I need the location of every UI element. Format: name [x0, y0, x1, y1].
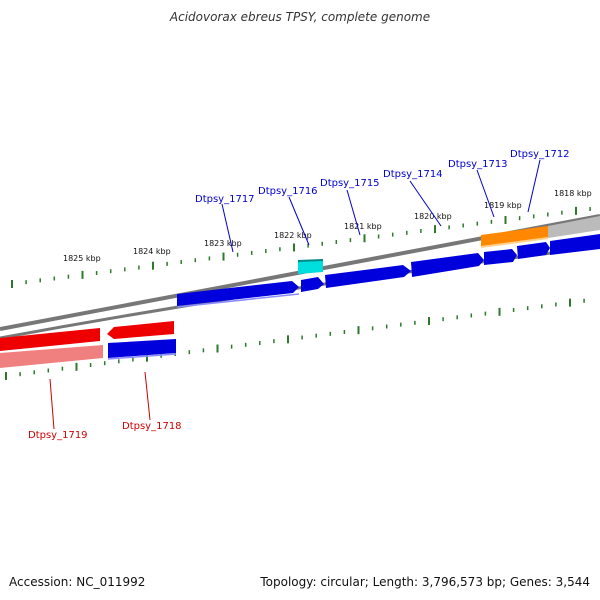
gene-rna-1822[interactable]	[298, 260, 323, 274]
gene-reverse-1[interactable]	[107, 321, 174, 339]
gene-label-dtpsy1717[interactable]: Dtpsy_1717	[195, 194, 255, 205]
gene-dtpsy1712-edge	[480, 237, 549, 248]
forward-genes-shadow	[176, 293, 300, 308]
gene-dtpsy1717[interactable]	[177, 281, 299, 306]
gene-label-dtpsy1714[interactable]: Dtpsy_1714	[383, 169, 443, 180]
gene-dtpsy1714[interactable]	[484, 249, 517, 265]
scale-label-1821: 1821 kbp	[344, 222, 382, 231]
gene-reverse-faded[interactable]	[0, 345, 103, 368]
scale-label-1825: 1825 kbp	[63, 254, 101, 263]
gene-label-dtpsy1713[interactable]: Dtpsy_1713	[448, 159, 508, 170]
gene-label-dtpsy1719[interactable]: Dtpsy_1719	[28, 430, 88, 441]
scale-label-1823: 1823 kbp	[204, 239, 242, 248]
gene-label-dtpsy1715[interactable]: Dtpsy_1715	[320, 178, 380, 189]
gene-label-dtpsy1718[interactable]: Dtpsy_1718	[122, 421, 182, 432]
gene-label-leaders	[49, 159, 541, 430]
scale-label-1819: 1819 kbp	[484, 201, 522, 210]
upper-tick-track	[11, 206, 591, 288]
gene-label-dtpsy1712[interactable]: Dtpsy_1712	[510, 149, 570, 160]
lower-tick-track	[5, 298, 585, 380]
gene-forward-1821[interactable]	[325, 265, 411, 288]
gene-dtpsy1716[interactable]	[301, 277, 324, 292]
scale-label-1818: 1818 kbp	[554, 189, 592, 198]
scale-label-1820: 1820 kbp	[414, 212, 452, 221]
gene-dtpsy1713[interactable]	[517, 242, 550, 259]
topology-text: Topology: circular; Length: 3,796,573 bp…	[260, 575, 590, 589]
gene-dtpsy1718-edge	[107, 353, 177, 360]
gene-dtpsy1712[interactable]	[481, 226, 548, 247]
gene-grey-feature[interactable]	[548, 216, 600, 238]
gene-forward-1[interactable]	[550, 234, 600, 255]
gene-dtpsy1715[interactable]	[411, 253, 484, 277]
accession-text: Accession: NC_011992	[9, 575, 146, 589]
scale-label-1822: 1822 kbp	[274, 231, 312, 240]
gene-label-dtpsy1716[interactable]: Dtpsy_1716	[258, 186, 318, 197]
map-title: Acidovorax ebreus TPSY, complete genome	[169, 10, 431, 24]
gene-dtpsy1719[interactable]	[0, 328, 100, 351]
genome-backbone-inner	[0, 245, 600, 340]
scale-label-1824: 1824 kbp	[133, 247, 171, 256]
gene-dtpsy1718[interactable]	[108, 339, 176, 358]
gene-rna-1822-cap	[297, 259, 324, 262]
